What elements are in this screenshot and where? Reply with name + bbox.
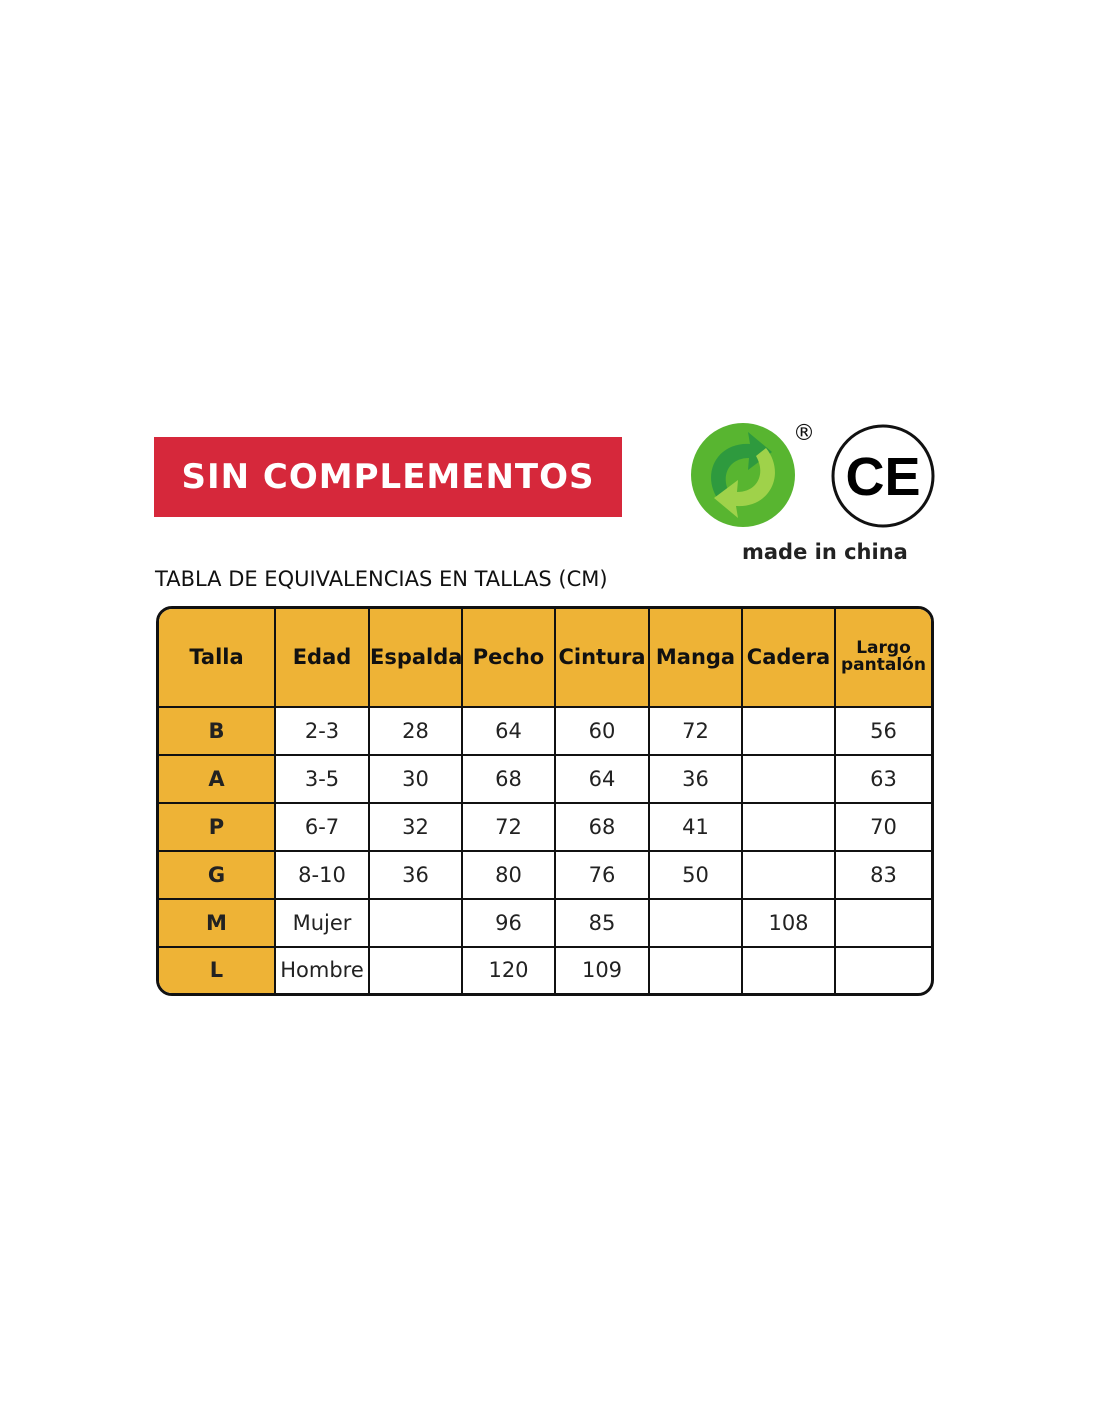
table-cell: 2-3 xyxy=(274,705,370,756)
header-largo-pantalon: Largo pantalón xyxy=(834,609,931,708)
size-cell: A xyxy=(159,753,276,804)
ce-mark-icon: CE xyxy=(831,424,935,528)
header-pecho: Pecho xyxy=(461,609,556,708)
table-cell: 83 xyxy=(834,849,931,900)
table-row: P 6-7 32 72 68 41 70 xyxy=(159,801,931,852)
size-cell: M xyxy=(159,897,276,948)
table-cell: 109 xyxy=(554,945,650,993)
table-cell: 63 xyxy=(834,753,931,804)
size-cell: B xyxy=(159,705,276,756)
table-cell: 36 xyxy=(648,753,743,804)
table-cell xyxy=(648,945,743,993)
table-cell xyxy=(368,897,463,948)
header-espalda: Espalda xyxy=(368,609,463,708)
table-cell: 72 xyxy=(648,705,743,756)
table-cell: 32 xyxy=(368,801,463,852)
table-cell: 64 xyxy=(461,705,556,756)
table-cell xyxy=(741,705,836,756)
table-cell: 8-10 xyxy=(274,849,370,900)
table-cell xyxy=(368,945,463,993)
table-cell: 28 xyxy=(368,705,463,756)
table-header-row: Talla Edad Espalda Pecho Cintura Manga C… xyxy=(159,609,931,708)
svg-text:CE: CE xyxy=(845,447,920,507)
table-cell: 68 xyxy=(554,801,650,852)
table-cell: 41 xyxy=(648,801,743,852)
table-cell: 68 xyxy=(461,753,556,804)
header-edad: Edad xyxy=(274,609,370,708)
table-cell: 70 xyxy=(834,801,931,852)
header-cintura: Cintura xyxy=(554,609,650,708)
table-row: M Mujer 96 85 108 xyxy=(159,897,931,948)
table-cell: Hombre xyxy=(274,945,370,993)
registered-mark: ® xyxy=(793,421,815,446)
header-manga: Manga xyxy=(648,609,743,708)
made-in-china-label: made in china xyxy=(742,540,908,564)
table-cell: 6-7 xyxy=(274,801,370,852)
size-cell: L xyxy=(159,945,276,993)
table-cell: 60 xyxy=(554,705,650,756)
sin-complementos-banner: SIN COMPLEMENTOS xyxy=(154,437,622,517)
table-row: B 2-3 28 64 60 72 56 xyxy=(159,705,931,756)
table-cell xyxy=(741,849,836,900)
table-cell xyxy=(834,897,931,948)
table-cell: Mujer xyxy=(274,897,370,948)
table-cell: 30 xyxy=(368,753,463,804)
table-cell xyxy=(741,945,836,993)
table-cell: 72 xyxy=(461,801,556,852)
table-row: L Hombre 120 109 xyxy=(159,945,931,993)
green-dot-recycling-icon xyxy=(691,423,795,527)
table-cell: 36 xyxy=(368,849,463,900)
table-cell: 96 xyxy=(461,897,556,948)
table-title: TABLA DE EQUIVALENCIAS EN TALLAS (CM) xyxy=(155,567,608,591)
table-cell: 76 xyxy=(554,849,650,900)
table-cell: 50 xyxy=(648,849,743,900)
size-cell: P xyxy=(159,801,276,852)
table-cell: 56 xyxy=(834,705,931,756)
table-row: A 3-5 30 68 64 36 63 xyxy=(159,753,931,804)
header-talla: Talla xyxy=(159,609,276,708)
size-cell: G xyxy=(159,849,276,900)
table-cell: 108 xyxy=(741,897,836,948)
table-cell xyxy=(741,801,836,852)
table-cell: 80 xyxy=(461,849,556,900)
table-cell xyxy=(741,753,836,804)
table-cell: 64 xyxy=(554,753,650,804)
table-cell: 3-5 xyxy=(274,753,370,804)
size-table: Talla Edad Espalda Pecho Cintura Manga C… xyxy=(156,606,934,996)
table-cell xyxy=(648,897,743,948)
header-cadera: Cadera xyxy=(741,609,836,708)
table-cell: 120 xyxy=(461,945,556,993)
table-cell xyxy=(834,945,931,993)
table-row: G 8-10 36 80 76 50 83 xyxy=(159,849,931,900)
table-cell: 85 xyxy=(554,897,650,948)
